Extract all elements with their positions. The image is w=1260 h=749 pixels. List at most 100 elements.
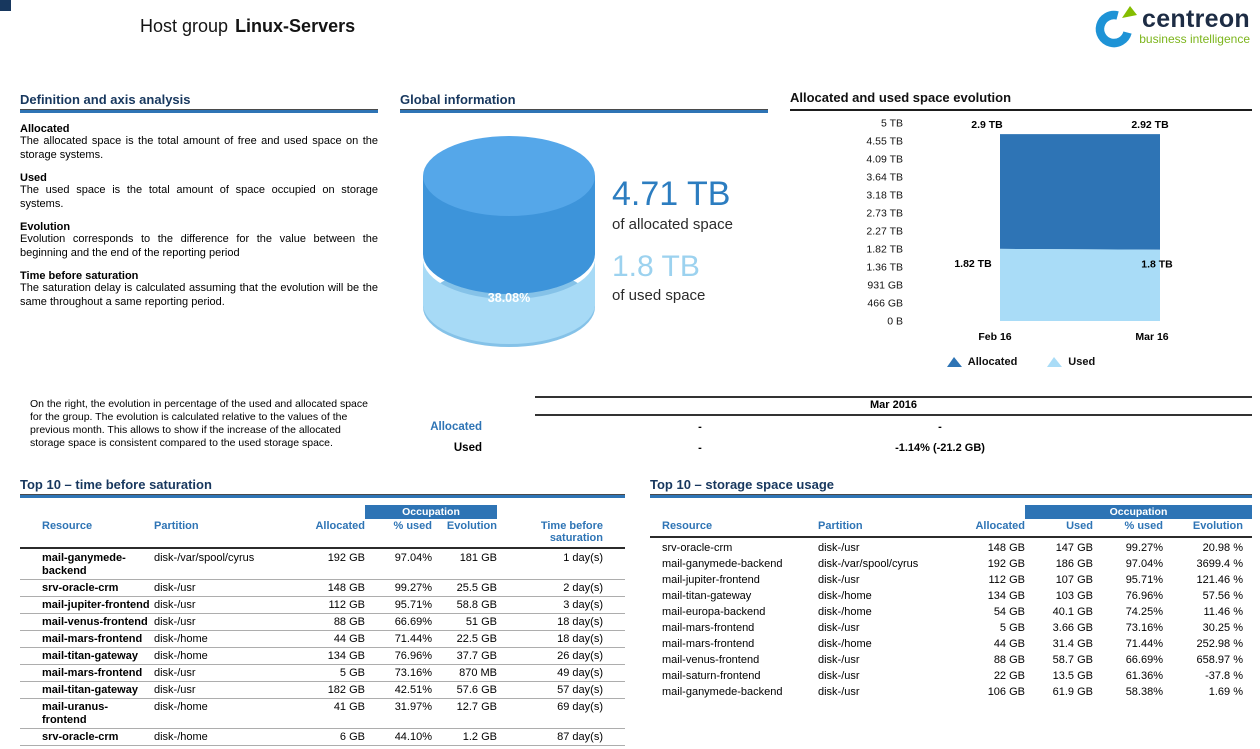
table-cell: 88 GB: [993, 653, 1025, 666]
column-header: % used: [393, 520, 432, 532]
table-cell: 147 GB: [1055, 541, 1093, 554]
table-cell: srv-oracle-crm: [662, 541, 733, 554]
occupation-band: Occupation: [1025, 505, 1252, 519]
usage-table-section: Top 10 – storage space usage Occupation …: [650, 477, 1252, 739]
table-cell: 41 GB: [333, 700, 365, 713]
definition-text: Evolution corresponds to the difference …: [20, 233, 378, 259]
summary-rule-top: [535, 396, 1252, 398]
used-point-label: 1.82 TB: [954, 258, 992, 270]
table-row: mail-ganymede-backend disk-/var/spool/cyr…: [20, 550, 625, 580]
table-cell: 97.04%: [394, 551, 432, 564]
heading-rule: [790, 109, 1252, 111]
table-cell: disk-/usr: [154, 666, 196, 679]
table-cell: 112 GB: [988, 573, 1026, 586]
table-cell: 66.69%: [394, 615, 432, 628]
table-cell: 73.16%: [1125, 621, 1163, 634]
summary-used-col1: -: [698, 442, 702, 454]
table-cell: 44 GB: [993, 637, 1025, 650]
table-cell: 74.25%: [1125, 605, 1163, 618]
table-cell: 6 GB: [339, 730, 365, 743]
table-cell: 192 GB: [987, 557, 1025, 570]
column-header: Evolution: [446, 520, 497, 532]
table-cell: mail-uranus-frontend: [42, 700, 109, 726]
table-row: srv-oracle-crm disk-/usr 148 GB 147 GB 99.27…: [650, 540, 1252, 556]
table-cell: 69 day(s): [557, 700, 603, 713]
usage-table-body: srv-oracle-crm disk-/usr 148 GB 147 GB 99.27…: [650, 540, 1252, 700]
table-cell: 107 GB: [1055, 573, 1093, 586]
table-cell: 181 GB: [459, 551, 497, 564]
x-tick-label: Feb 16: [978, 331, 1011, 343]
y-tick-label: 2.27 TB: [866, 226, 903, 238]
table-cell: disk-/home: [818, 589, 872, 602]
table-cell: -37.8 %: [1205, 669, 1243, 682]
table-row: mail-titan-gateway disk-/usr 182 GB 42.51% 5…: [20, 682, 625, 699]
table-row: mail-mars-frontend disk-/usr 5 GB 3.66 GB 73…: [650, 620, 1252, 636]
global-info-heading: Global information: [400, 92, 516, 107]
table-cell: disk-/home: [818, 637, 872, 650]
table-row: mail-ganymede-backend disk-/usr 106 GB 61.9…: [650, 684, 1252, 700]
table-cell: 42.51%: [394, 683, 432, 696]
table-cell: 148 GB: [987, 541, 1025, 554]
table-cell: 5 GB: [339, 666, 365, 679]
y-tick-label: 2.73 TB: [866, 208, 903, 220]
evolution-area-chart: 5 TB 4.55 TB 4.09 TB 3.64 TB 3.18 TB 2.73 TB 2…: [790, 110, 1252, 360]
evolution-chart-section: Allocated and used space evolution 5 TB 4…: [790, 90, 1252, 368]
table-row: mail-saturn-frontend disk-/usr 22 GB 13.5 G…: [650, 668, 1252, 684]
table-cell: 1.69 %: [1208, 685, 1243, 698]
table-header-rule: [650, 536, 1252, 538]
heading-rule: [20, 494, 625, 498]
table-cell: 5 GB: [999, 621, 1025, 634]
column-header: Partition: [154, 520, 199, 532]
logo-name: centreon: [1142, 5, 1250, 33]
table-cell: disk-/home: [154, 632, 208, 645]
heading-rule: [650, 494, 1252, 498]
area-chart-svg: 5 TB 4.55 TB 4.09 TB 3.64 TB 3.18 TB 2.73 TB 2…: [866, 118, 1173, 344]
global-info-section: Global information 38.08% 4.71 TB of all…: [400, 92, 768, 392]
table-cell: disk-/usr: [818, 621, 860, 634]
table-cell: disk-/usr: [818, 573, 860, 586]
table-cell: 26 day(s): [557, 649, 603, 662]
table-cell: disk-/home: [154, 649, 208, 662]
table-cell: 1 day(s): [563, 551, 603, 564]
table-cell: 30.25 %: [1202, 621, 1243, 634]
definitions-heading: Definition and axis analysis: [20, 92, 191, 107]
definition-term: Time before saturation: [20, 270, 139, 282]
allocated-legend-icon: [946, 357, 962, 367]
table-cell: 66.69%: [1125, 653, 1163, 666]
logo-text: centreon business intelligence: [1139, 6, 1250, 46]
y-tick-label: 3.64 TB: [866, 172, 903, 184]
table-cell: mail-saturn-frontend: [662, 669, 761, 682]
table-cell: 51 GB: [465, 615, 497, 628]
y-tick-label: 931 GB: [867, 280, 903, 292]
table-cell: 54 GB: [993, 605, 1025, 618]
heading-rule: [400, 109, 768, 113]
logo-tagline: business intelligence: [1139, 32, 1250, 46]
table-cell: 95.71%: [394, 598, 432, 611]
table-cell: mail-titan-gateway: [42, 649, 138, 662]
title-hostgroup-name: Linux-Servers: [235, 16, 356, 36]
table-cell: disk-/usr: [818, 653, 860, 666]
definitions-list: Allocated The allocated space is the tota…: [20, 123, 378, 309]
table-cell: 95.71%: [1125, 573, 1163, 586]
table-cell: mail-mars-frontend: [662, 621, 755, 634]
table-cell: mail-mars-frontend: [662, 637, 755, 650]
table-row: mail-mars-frontend disk-/usr 5 GB 73.16% 870…: [20, 665, 625, 682]
table-row: srv-oracle-crm disk-/home 6 GB 44.10% 1.2 GB…: [20, 729, 625, 746]
saturation-table-section: Top 10 – time before saturation Occupati…: [20, 477, 625, 746]
legend-item-used: Used: [1047, 356, 1095, 368]
table-cell: 57.6 GB: [456, 683, 497, 696]
table-cell: disk-/usr: [818, 541, 860, 554]
evolution-note: On the right, the evolution in percentag…: [30, 398, 368, 449]
table-row: mail-jupiter-frontend disk-/usr 112 GB 107 …: [650, 572, 1252, 588]
table-cell: mail-venus-frontend: [42, 615, 148, 628]
table-cell: 87 day(s): [557, 730, 603, 743]
allocated-value: 4.71 TB: [612, 175, 731, 213]
used-percent-label: 38.08%: [488, 291, 530, 305]
logo-c-arc: [1096, 10, 1132, 48]
table-cell: 3699.4 %: [1196, 557, 1243, 570]
table-cell: 57.56 %: [1202, 589, 1243, 602]
table-cell: 192 GB: [327, 551, 365, 564]
centreon-logo: centreon business intelligence: [1091, 6, 1250, 52]
table-cell: 61.36%: [1125, 669, 1163, 682]
table-cell: 97.04%: [1125, 557, 1163, 570]
